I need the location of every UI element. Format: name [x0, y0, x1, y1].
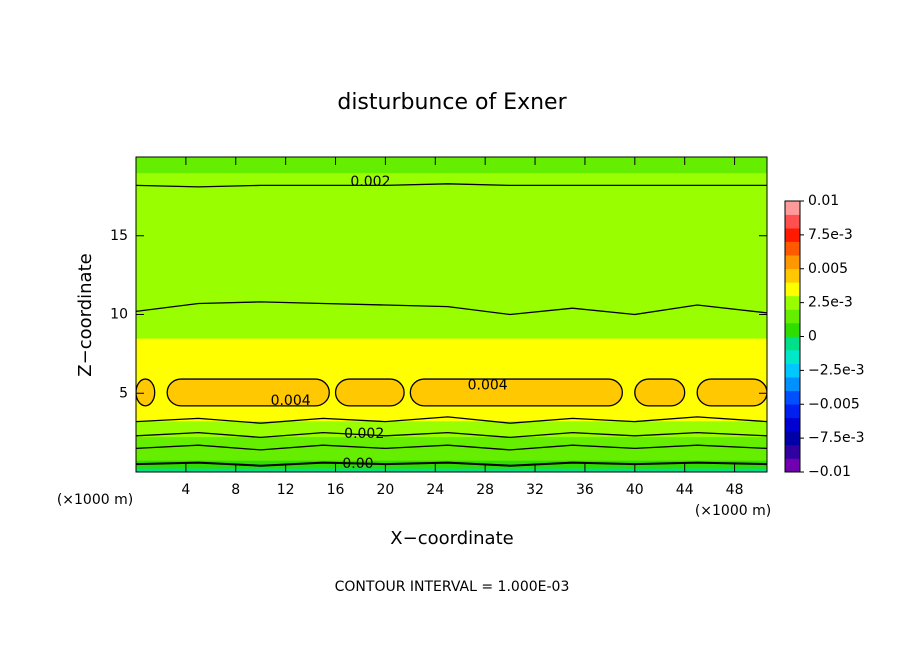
colorbar-swatch [785, 350, 800, 364]
colorbar-swatch [785, 404, 800, 419]
contour-cell [166, 378, 330, 407]
y-axis-title: Z−coordinate [75, 253, 96, 376]
x-tick-label: 12 [277, 482, 295, 498]
contour-line [136, 444, 767, 451]
footer-note: CONTOUR INTERVAL = 1.000E-03 [335, 579, 570, 595]
colorbar-tick-label: 0.005 [808, 261, 848, 277]
x-tick-label: 4 [181, 482, 190, 498]
colorbar-swatch [785, 228, 800, 242]
contour-label: 0.002 [350, 174, 390, 190]
field-band [136, 157, 767, 174]
colorbar-swatch [785, 390, 800, 405]
contour-line [136, 461, 767, 467]
x-tick-label: 48 [726, 482, 744, 498]
x-unit-label: (×1000 m) [57, 492, 133, 508]
colorbar-swatch [785, 417, 800, 432]
colorbar-swatch [785, 201, 800, 215]
contour-cell [136, 378, 156, 407]
x-unit-label: (×1000 m) [695, 503, 771, 519]
contour-line [136, 416, 767, 424]
colorbar-swatch [785, 282, 800, 297]
field-band [136, 338, 767, 355]
field-band [136, 468, 767, 472]
plot-area: 0.002 0.004 0.004 0.002 0.00 [136, 157, 767, 472]
field-band [136, 235, 767, 268]
x-tick-label: 40 [626, 482, 644, 498]
contour-line [136, 301, 767, 316]
x-tick-label: 24 [426, 482, 444, 498]
contour-label: 0.00 [342, 456, 373, 472]
x-tick-label: 32 [526, 482, 544, 498]
x-tick-label: 16 [327, 482, 345, 498]
colorbar-tick-label: −7.5e-3 [808, 430, 865, 446]
colorbar-tick-label: 7.5e-3 [808, 227, 853, 243]
colorbar-swatch [785, 309, 800, 324]
colorbar-tick-label: −0.005 [808, 396, 860, 412]
colorbar-swatch [785, 322, 800, 337]
contour-line [136, 431, 767, 439]
contour-cell [334, 378, 405, 407]
x-axis-title: X−coordinate [390, 528, 513, 549]
y-tick-label: 15 [110, 228, 128, 244]
contour-cell [409, 378, 623, 407]
field-band [136, 452, 767, 461]
x-tick-label: 36 [576, 482, 594, 498]
colorbar-swatch [785, 336, 800, 351]
field-band [136, 436, 767, 445]
field-band [136, 444, 767, 453]
contour-label: 0.004 [271, 393, 311, 409]
colorbar-swatch [785, 214, 800, 229]
contour-label: 0.002 [344, 426, 384, 442]
x-tick-label: 28 [476, 482, 494, 498]
x-tick-label: 44 [676, 482, 694, 498]
field-band [136, 267, 767, 300]
field-band [136, 322, 767, 339]
colorbar-tick-label: 2.5e-3 [808, 295, 853, 311]
contour-label: 0.004 [468, 377, 508, 393]
colorbar-tick-label: 0 [808, 329, 817, 345]
x-tick-label: 20 [376, 482, 394, 498]
overlay: 4 8 12 16 20 24 28 32 36 40 44 48510150.017.5e-30.0… [110, 156, 865, 498]
colorbar-swatch [785, 458, 800, 473]
colorbar-swatch [785, 363, 800, 378]
y-tick-label: 5 [119, 385, 128, 401]
colorbar-swatch [785, 295, 800, 310]
colorbar-swatch [785, 255, 800, 270]
colorbar-swatch [785, 444, 800, 459]
colorbar-tick-label: −0.01 [808, 464, 851, 480]
contour-cell [696, 378, 767, 407]
colorbar-tick-label: −2.5e-3 [808, 362, 865, 378]
colorbar-swatch [785, 377, 800, 391]
colorbar-swatch [785, 241, 800, 256]
field-band [136, 460, 767, 469]
chart-title: disturbunce of Exner [337, 90, 567, 115]
x-tick-label: 8 [231, 482, 240, 498]
contour-cell [634, 378, 686, 407]
colorbar-swatch [785, 268, 800, 283]
contour-line [136, 183, 767, 188]
colorbar-tick-label: 0.01 [808, 193, 839, 209]
field-band [136, 172, 767, 205]
colorbar-swatch [785, 431, 800, 446]
y-tick-label: 10 [110, 307, 128, 323]
field-band [136, 420, 767, 430]
field-band [136, 204, 767, 237]
field-band [136, 353, 767, 371]
